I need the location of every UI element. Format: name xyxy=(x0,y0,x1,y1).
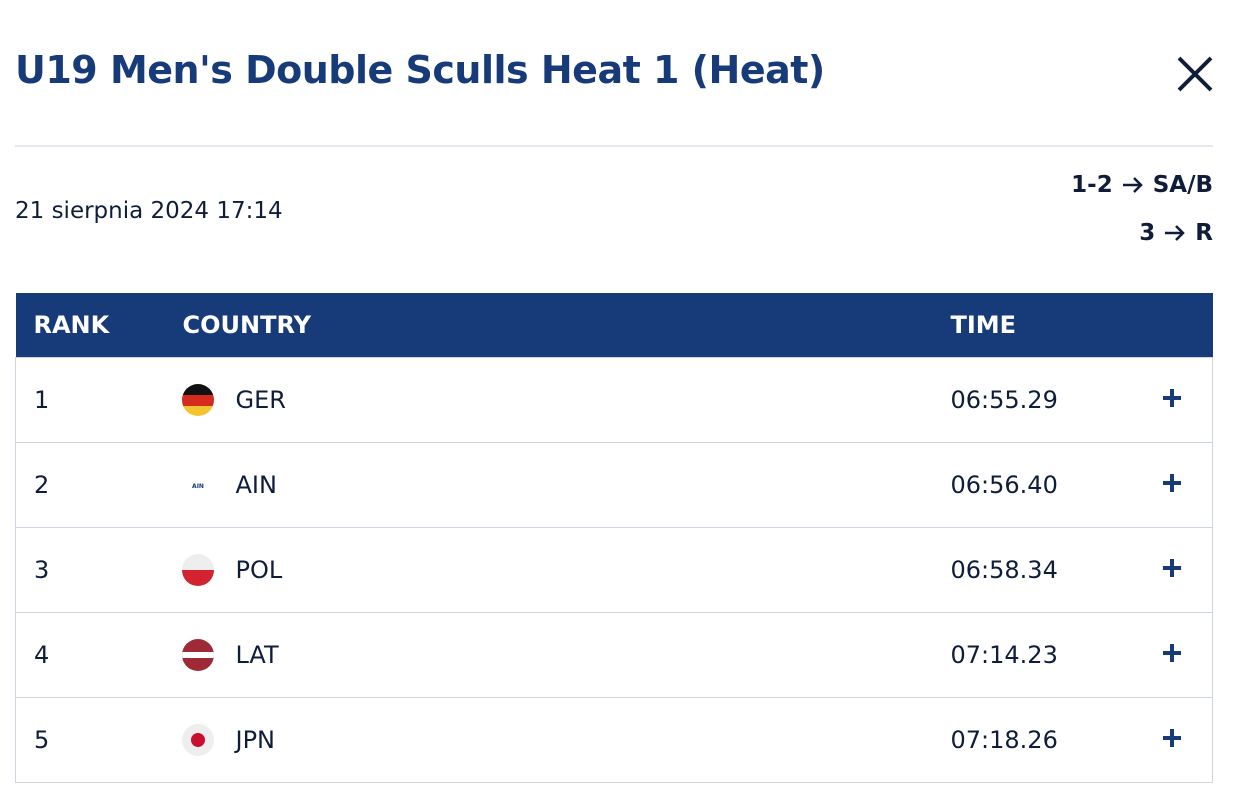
country-code: LAT xyxy=(235,641,279,669)
expand-button[interactable] xyxy=(1162,643,1182,663)
rank: 2 xyxy=(15,442,183,528)
expand-button[interactable] xyxy=(1162,388,1182,408)
country-cell: AIN AIN xyxy=(181,442,951,528)
flag-icon xyxy=(181,384,214,416)
expand-cell xyxy=(1162,612,1213,698)
time: 07:14.23 xyxy=(950,612,1162,698)
flag-icon: AIN xyxy=(181,469,214,501)
result-row: 3 POL 06:58.34 xyxy=(15,527,1213,613)
country-code: POL xyxy=(235,556,283,584)
results-table: RANK COUNTRY TIME 1 GER 06:55.29 2 AIN AIN 06:… xyxy=(15,293,1213,783)
column-header: COUNTRY xyxy=(182,293,951,358)
country: GER xyxy=(181,384,951,416)
divider xyxy=(15,145,1213,147)
expand-cell xyxy=(1162,357,1213,443)
expand-cell xyxy=(1162,527,1213,613)
dialog-title: U19 Men's Double Sculls Heat 1 (Heat) xyxy=(15,48,825,92)
expand-button[interactable] xyxy=(1162,728,1182,748)
country-code: JPN xyxy=(235,726,276,754)
time: 07:18.26 xyxy=(950,697,1162,783)
result-row: 1 GER 06:55.29 xyxy=(15,357,1213,443)
column-header: TIME xyxy=(950,293,1162,358)
progression-target: R xyxy=(1195,220,1213,246)
time: 06:56.40 xyxy=(950,442,1162,528)
arrow-icon xyxy=(1165,225,1186,241)
country: LAT xyxy=(181,639,951,671)
country: AIN AIN xyxy=(181,469,951,501)
country-cell: GER xyxy=(181,357,951,443)
column-header: RANK xyxy=(15,293,183,358)
rank: 4 xyxy=(15,612,183,698)
country-cell: JPN xyxy=(181,697,951,783)
arrow-icon xyxy=(1122,177,1143,193)
result-row: 2 AIN AIN 06:56.40 xyxy=(15,442,1213,528)
race-date: 21 sierpnia 2024 17:14 xyxy=(15,198,283,224)
flag-icon xyxy=(181,554,214,586)
expand-cell xyxy=(1162,697,1213,783)
result-row: 4 LAT 07:14.23 xyxy=(15,612,1213,698)
time: 06:55.29 xyxy=(950,357,1162,443)
country: JPN xyxy=(181,724,951,756)
expand-button[interactable] xyxy=(1162,473,1182,493)
progression-rule: 3 R xyxy=(1139,220,1213,246)
country-code: AIN xyxy=(235,471,277,499)
flag-text: AIN xyxy=(192,483,204,490)
country-cell: LAT xyxy=(181,612,951,698)
header-row: RANK COUNTRY TIME xyxy=(15,293,1213,358)
rank: 5 xyxy=(15,697,183,783)
rank: 1 xyxy=(15,357,183,443)
progression-places: 1-2 xyxy=(1071,172,1113,198)
progression-target: SA/B xyxy=(1152,172,1213,198)
column-header xyxy=(1162,293,1213,358)
country-cell: POL xyxy=(181,527,951,613)
rank: 3 xyxy=(15,527,183,613)
progression-places: 3 xyxy=(1139,220,1156,246)
country-code: GER xyxy=(235,386,286,414)
progression-rule: 1-2 SA/B xyxy=(1071,172,1213,198)
expand-button[interactable] xyxy=(1162,558,1182,578)
close-button[interactable] xyxy=(1176,55,1214,93)
expand-cell xyxy=(1162,442,1213,528)
flag-icon xyxy=(181,724,214,756)
country: POL xyxy=(181,554,951,586)
result-row: 5 JPN 07:18.26 xyxy=(15,697,1213,783)
time: 06:58.34 xyxy=(950,527,1162,613)
table-body: 1 GER 06:55.29 2 AIN AIN 06:56.40 3 POL 06:58.34 4… xyxy=(15,357,1213,783)
flag-icon xyxy=(181,639,214,671)
